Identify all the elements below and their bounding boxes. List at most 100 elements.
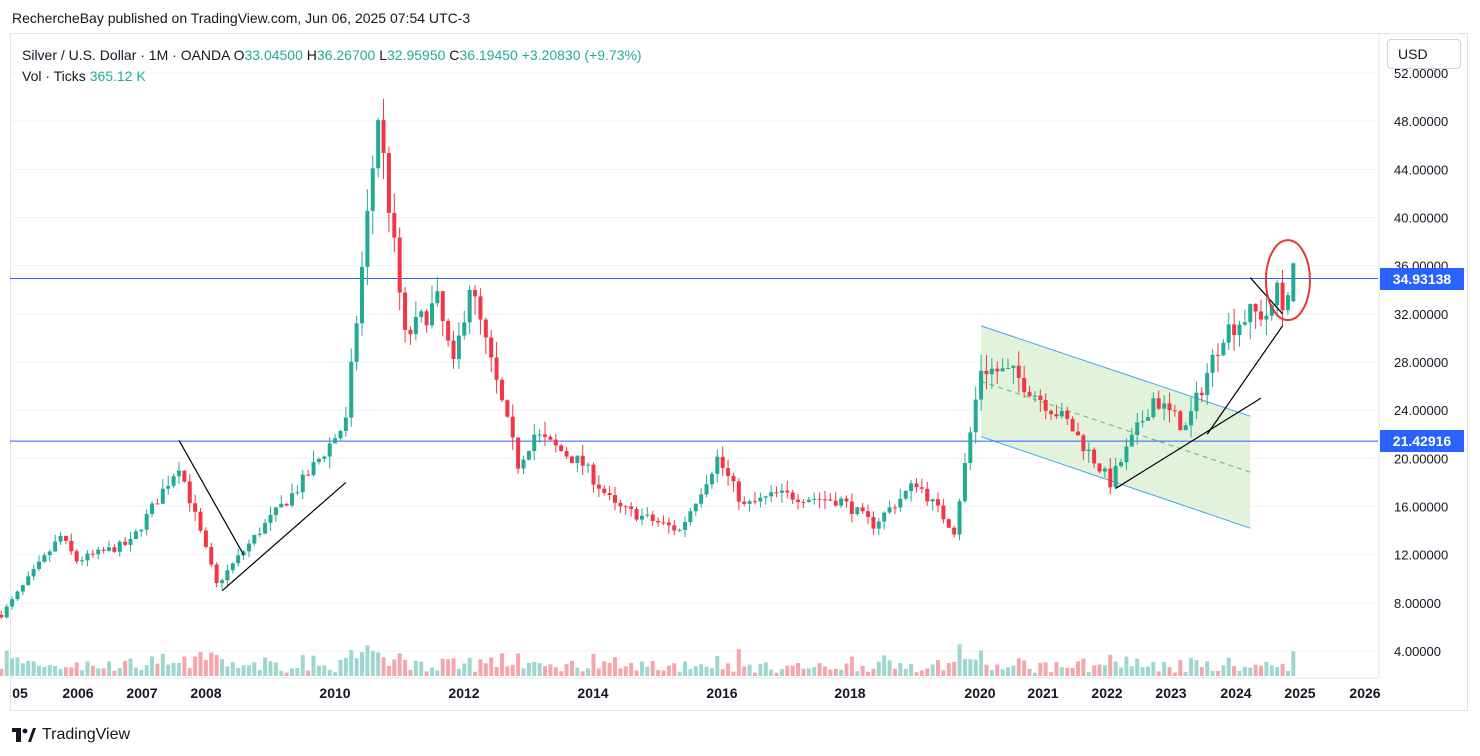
- x-tick-label-11: 2022: [1091, 685, 1122, 701]
- volume-bar-195: [1049, 672, 1054, 676]
- volume-bar-136: [731, 671, 736, 676]
- volume-bar-226: [1215, 670, 1220, 676]
- candle-body-5: [26, 576, 31, 586]
- volume-bar-23: [123, 660, 128, 676]
- candle-body-189: [1016, 365, 1021, 378]
- volume-bar-184: [989, 670, 994, 676]
- x-tick-label-8: 2018: [834, 685, 865, 701]
- volume-bar-132: [709, 668, 714, 676]
- candle-body-122: [656, 520, 661, 523]
- symbol-title[interactable]: Silver / U.S. Dollar · 1M · OANDA: [22, 47, 230, 63]
- volume-bar-126: [677, 671, 682, 676]
- candle-body-47: [252, 534, 257, 544]
- volume-bar-101: [543, 666, 548, 676]
- candle-body-9: [47, 551, 52, 556]
- volume-bar-236: [1269, 665, 1274, 676]
- currency-button[interactable]: USD: [1387, 39, 1461, 69]
- candle-body-192: [1032, 395, 1037, 397]
- tradingview-brand: TradingView: [42, 726, 131, 743]
- volume-bar-213: [1145, 666, 1150, 676]
- candle-body-140: [752, 501, 757, 503]
- candle-body-205: [1102, 468, 1107, 472]
- y-tick-label-9: 40.00000: [1394, 211, 1448, 226]
- candle-body-167: [898, 498, 903, 508]
- x-tick-label-15: 2026: [1349, 685, 1380, 701]
- volume-label[interactable]: Vol · Ticks: [22, 68, 86, 84]
- volume-bar-220: [1183, 671, 1188, 676]
- volume-bar-70: [376, 652, 381, 676]
- volume-bar-36: [193, 656, 198, 676]
- volume-bar-45: [241, 665, 246, 676]
- change-value: +3.20830 (+9.73%): [521, 47, 642, 63]
- volume-bar-90: [483, 663, 488, 676]
- candle-body-48: [257, 533, 262, 535]
- volume-bar-69: [370, 650, 375, 676]
- volume-bar-21: [112, 670, 117, 676]
- candle-body-61: [327, 443, 332, 457]
- candle-body-100: [537, 434, 542, 436]
- candle-body-148: [796, 499, 801, 502]
- y-tick-label-12: 52.00000: [1394, 66, 1448, 81]
- volume-bar-130: [699, 664, 704, 676]
- volume-bar-57: [306, 670, 311, 676]
- price-axis: 4.00000 8.00000 12.00000 16.00000 20.00000 24…: [1378, 34, 1448, 678]
- volume-bar-206: [1108, 654, 1113, 676]
- tradingview-logo[interactable]: TradingView: [12, 725, 130, 745]
- candle-body-207: [1113, 465, 1118, 488]
- candle-body-135: [726, 468, 731, 476]
- volume-bar-210: [1129, 666, 1134, 676]
- volume-bar-103: [553, 667, 558, 676]
- volume-bar-141: [758, 663, 763, 676]
- volume-bar-89: [478, 659, 483, 676]
- volume-bar-167: [898, 662, 903, 676]
- volume-bar-111: [596, 668, 601, 676]
- volume-bar-125: [672, 663, 677, 676]
- candle-body-174: [936, 499, 941, 506]
- candle-body-115: [618, 502, 623, 507]
- candle-body-190: [1022, 377, 1027, 393]
- volume-bar-181: [973, 659, 978, 676]
- candles: [0, 98, 1296, 619]
- close-value: 36.19450: [459, 47, 518, 63]
- candle-body-123: [661, 522, 666, 524]
- volume-bar-40: [214, 654, 219, 676]
- volume-bar-215: [1156, 671, 1161, 676]
- volume-bar-154: [828, 669, 833, 676]
- candle-body-72: [386, 152, 391, 213]
- volume-bar-77: [413, 660, 418, 676]
- candle-body-108: [580, 455, 585, 466]
- volume-bar-97: [521, 668, 526, 676]
- candle-body-168: [903, 490, 908, 499]
- volume-bar-217: [1167, 667, 1172, 676]
- volume-bar-159: [855, 671, 860, 676]
- volume-bar-122: [656, 670, 661, 676]
- volume-bar-86: [462, 663, 467, 676]
- candle-body-172: [925, 488, 930, 502]
- candle-body-21: [112, 547, 117, 552]
- x-tick-label-9: 2020: [964, 685, 995, 701]
- candle-body-111: [596, 484, 601, 489]
- candle-body-184: [989, 368, 994, 375]
- close-label: C: [449, 47, 460, 63]
- volume-bar-92: [494, 666, 499, 676]
- volume-bar-13: [69, 667, 74, 676]
- tradingview-logo-icon: [12, 728, 36, 742]
- candle-body-117: [629, 506, 634, 509]
- trendline-3: [1115, 397, 1262, 489]
- candle-body-67: [360, 266, 364, 324]
- volume-bar-15: [80, 670, 85, 676]
- volume-bar-47: [252, 662, 257, 676]
- volume-bar-39: [209, 652, 214, 676]
- volume-bar-240: [1291, 651, 1296, 676]
- volume-bar-26: [139, 670, 144, 676]
- volume-bar-114: [613, 657, 618, 676]
- candle-body-94: [505, 400, 510, 417]
- volume-bar-205: [1102, 665, 1107, 676]
- volume-bar-183: [984, 664, 989, 676]
- candle-body-143: [769, 492, 774, 497]
- volume-bar-67: [360, 652, 364, 676]
- x-tick-label-14: 2025: [1284, 685, 1315, 701]
- volume-bar-152: [817, 663, 822, 676]
- candle-body-232: [1248, 303, 1253, 323]
